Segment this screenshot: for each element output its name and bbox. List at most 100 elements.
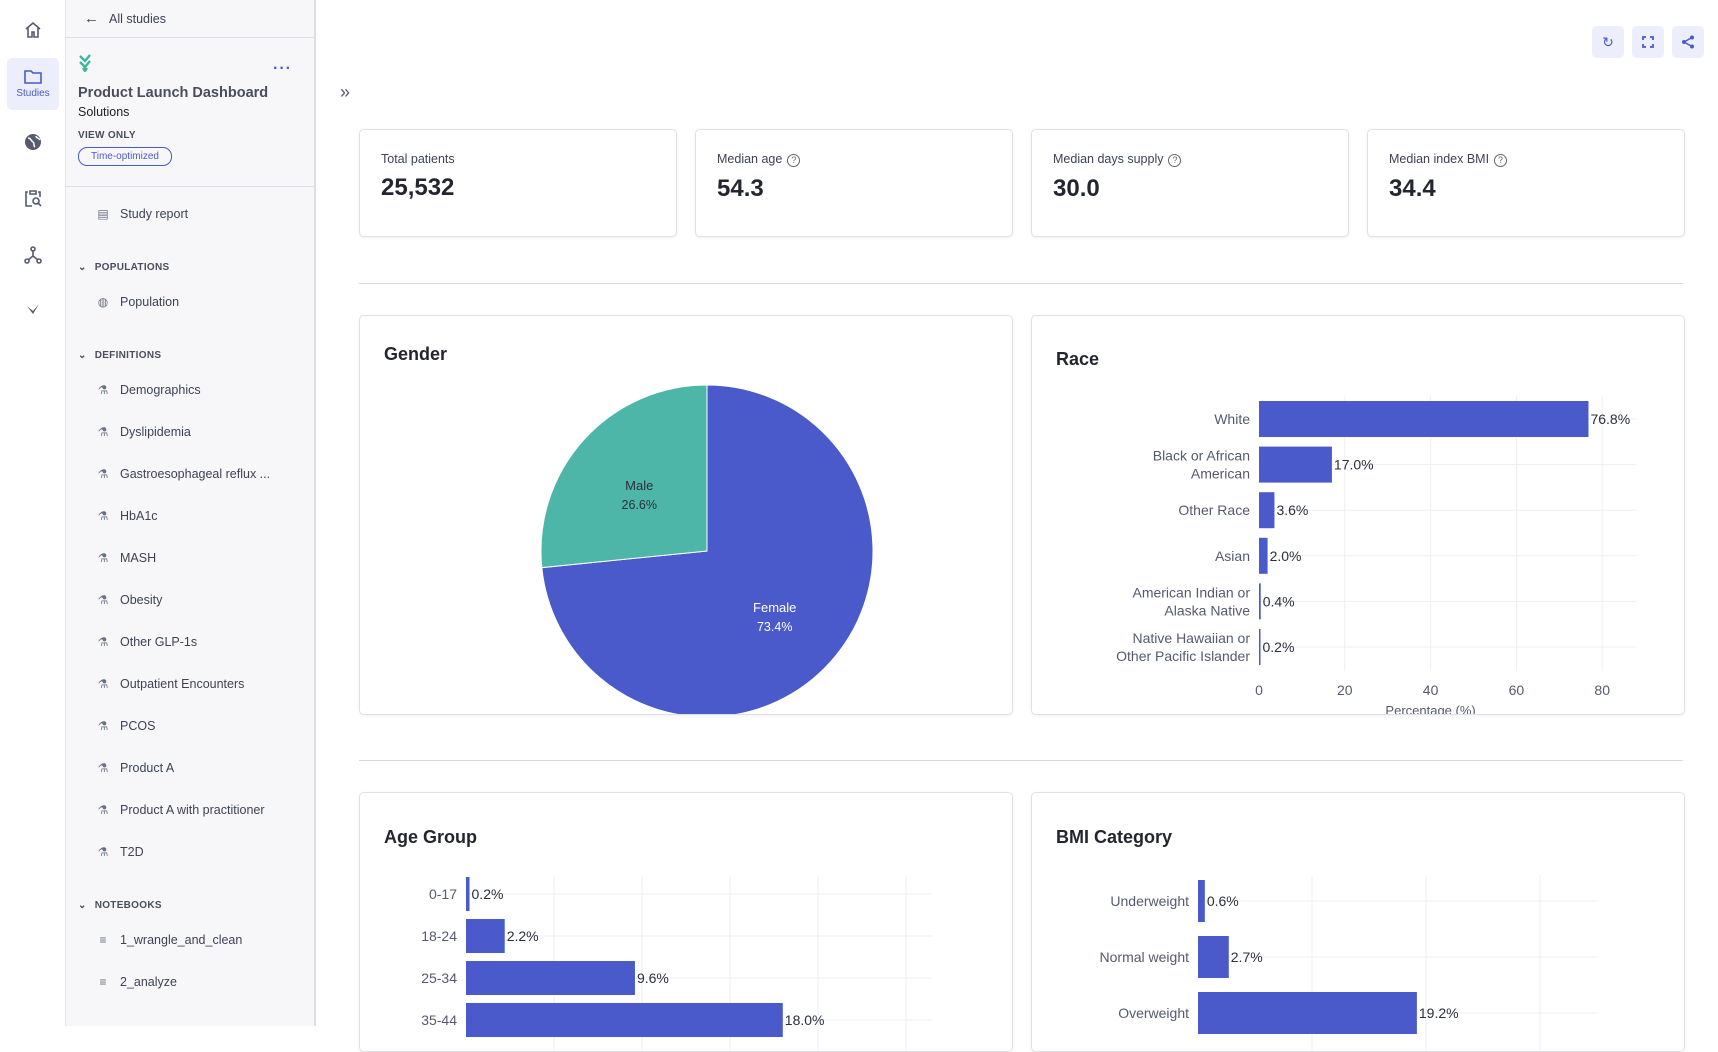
- globe-icon[interactable]: [7, 120, 59, 164]
- pie-value-label: 73.4%: [757, 620, 792, 634]
- category-label: American Indian or: [1132, 584, 1250, 600]
- definition-icon: ⚗: [97, 677, 109, 691]
- x-tick-label: 80: [1594, 682, 1610, 698]
- nav-item[interactable]: ⚗ Demographics: [66, 369, 314, 411]
- category-label: Normal weight: [1100, 949, 1190, 965]
- kpi-label: Median days supply: [1053, 152, 1164, 166]
- category-label: Other Race: [1178, 502, 1250, 518]
- gender-pie-chart: Female 73.4% Male 26.6%: [540, 384, 874, 714]
- section-populations[interactable]: ⌄ POPULATIONS: [66, 235, 314, 281]
- all-studies-link[interactable]: ← All studies: [66, 0, 314, 38]
- bar[interactable]: [1198, 992, 1417, 1034]
- value-label: 0.2%: [472, 886, 504, 902]
- bar[interactable]: [1259, 537, 1268, 574]
- time-optimized-badge[interactable]: Time-optimized: [78, 147, 172, 166]
- gender-card: Gender Female 73.4% Male 26.6%: [359, 315, 1013, 715]
- nav-item[interactable]: ≡ 1_wrangle_and_clean: [66, 919, 314, 961]
- nav-item-label: Outpatient Encounters: [120, 677, 245, 691]
- x-tick-label: 0: [1255, 682, 1263, 698]
- nav-item-label: T2D: [120, 845, 144, 859]
- bar[interactable]: [466, 919, 505, 953]
- rail-studies-button[interactable]: Studies: [7, 58, 59, 110]
- bar[interactable]: [1259, 401, 1589, 437]
- nav-item[interactable]: ⚗ HbA1c: [66, 495, 314, 537]
- section-label: POPULATIONS: [94, 262, 170, 273]
- x-axis-label: Percentage (%): [1385, 703, 1475, 715]
- nav-item[interactable]: ⚗ MASH: [66, 537, 314, 579]
- nav-item-label: Demographics: [120, 383, 201, 397]
- section-notebooks[interactable]: ⌄ NOTEBOOKS: [66, 873, 314, 919]
- home-icon[interactable]: [7, 8, 59, 52]
- bar[interactable]: [466, 877, 470, 911]
- category-label: 35-44: [421, 1012, 457, 1028]
- definition-icon: ⚗: [97, 425, 109, 439]
- bar[interactable]: [1198, 936, 1229, 978]
- nav-item[interactable]: ⚗ Dyslipidemia: [66, 411, 314, 453]
- bar[interactable]: [466, 1003, 783, 1037]
- nav-item[interactable]: ◍ Population: [66, 281, 314, 323]
- nav-item-label: Gastroesophageal reflux ...: [120, 467, 271, 481]
- bar[interactable]: [466, 961, 635, 995]
- kpi-label: Total patients: [381, 152, 455, 166]
- help-icon[interactable]: ?: [1168, 154, 1182, 167]
- nav-item[interactable]: ≡ 2_analyze: [66, 961, 314, 1003]
- bar[interactable]: [1259, 583, 1261, 620]
- refresh-icon: ↻: [1602, 33, 1614, 50]
- expand-sidebar-icon[interactable]: »: [340, 82, 351, 102]
- network-icon[interactable]: [7, 233, 59, 277]
- study-nav: ▤ Study report ⌄ POPULATIONS ◍ Population ⌄ DE…: [66, 187, 314, 1003]
- kpi-value: 25,532: [381, 174, 455, 201]
- definition-icon: ⚗: [97, 593, 109, 607]
- nav-item-label: Study report: [120, 207, 189, 221]
- rail-studies-label: Studies: [16, 88, 50, 99]
- bar[interactable]: [1259, 492, 1275, 529]
- category-label: Native Hawaiian or: [1133, 630, 1251, 646]
- x-tick-label: 60: [1509, 682, 1525, 698]
- clipboard-search-icon[interactable]: [7, 176, 59, 220]
- help-icon[interactable]: ?: [1494, 154, 1508, 167]
- fullscreen-button[interactable]: [1632, 26, 1664, 58]
- gender-title: Gender: [384, 344, 448, 364]
- section-label: NOTEBOOKS: [94, 900, 162, 911]
- category-label: Black or African: [1153, 448, 1250, 464]
- nav-study-report[interactable]: ▤ Study report: [66, 193, 314, 235]
- race-card: Race White 76.8% Black or African American 17…: [1031, 315, 1685, 715]
- nav-item-label: 1_wrangle_and_clean: [120, 933, 243, 947]
- nav-item[interactable]: ⚗ PCOS: [66, 705, 314, 747]
- nav-item[interactable]: ⚗ Product A: [66, 747, 314, 789]
- nav-item[interactable]: ⚗ Other GLP-1s: [66, 621, 314, 663]
- more-options-icon[interactable]: ···: [273, 60, 292, 77]
- kpi-label: Median index BMI: [1389, 152, 1490, 166]
- share-button[interactable]: [1672, 26, 1704, 58]
- bar[interactable]: [1259, 446, 1332, 483]
- share-icon: [1682, 35, 1694, 49]
- bmi-title: BMI Category: [1056, 827, 1173, 847]
- age-group-title: Age Group: [384, 827, 477, 847]
- document-icon: ▤: [97, 207, 109, 221]
- definition-icon: ⚗: [97, 509, 109, 523]
- refresh-button[interactable]: ↻: [1592, 26, 1624, 58]
- bar[interactable]: [1198, 880, 1205, 922]
- nav-item[interactable]: ⚗ T2D: [66, 831, 314, 873]
- definition-icon: ⚗: [97, 845, 109, 859]
- logo-icon[interactable]: [7, 289, 59, 333]
- population-icon: ◍: [97, 295, 109, 309]
- x-tick-label: 40: [1423, 682, 1439, 698]
- nav-item[interactable]: ⚗ Product A with practitioner: [66, 789, 314, 831]
- notebook-icon: ≡: [99, 933, 107, 947]
- category-label: American: [1191, 466, 1250, 482]
- nav-item[interactable]: ⚗ Outpatient Encounters: [66, 663, 314, 705]
- x-tick-label: 20: [1337, 682, 1353, 698]
- nav-item[interactable]: ⚗ Gastroesophageal reflux ...: [66, 453, 314, 495]
- main-content: ↻ » Total patients 25,532 Median age? 54.3 M…: [318, 0, 1718, 1052]
- folder-icon: [24, 70, 42, 84]
- nav-item[interactable]: ⚗ Obesity: [66, 579, 314, 621]
- race-title: Race: [1056, 349, 1100, 369]
- help-icon[interactable]: ?: [787, 154, 801, 167]
- study-sidebar: ← All studies ··· Product Launch Dashboar…: [66, 0, 316, 1026]
- age-group-bar-chart: 0-17 0.2% 18-24 2.2% 25-34 9.6% 35-44 18.0%: [421, 875, 933, 1051]
- bar[interactable]: [1259, 629, 1261, 665]
- nav-item-label: Product A with practitioner: [120, 803, 265, 817]
- section-definitions[interactable]: ⌄ DEFINITIONS: [66, 323, 314, 369]
- pie-slice-male[interactable]: [540, 384, 708, 569]
